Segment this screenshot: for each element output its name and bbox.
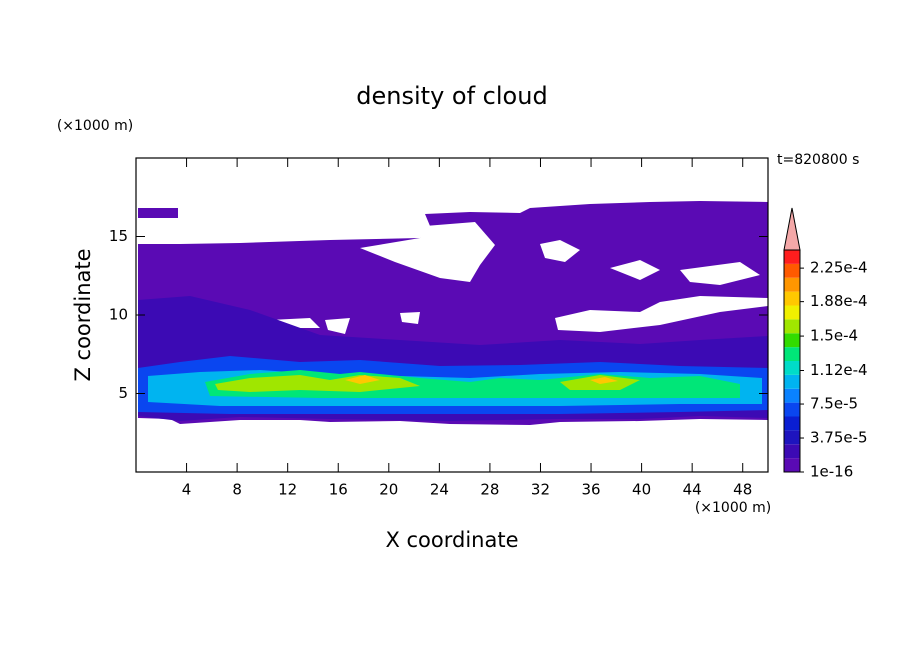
x-tick-label: 40 [632, 481, 651, 499]
chart-title: density of cloud [356, 82, 547, 110]
colorbar-frame [783, 249, 801, 473]
colorbar-band [784, 305, 800, 320]
x-axis-label: X coordinate [385, 528, 518, 552]
field-hole [540, 240, 580, 262]
field-orange [590, 377, 618, 384]
colorbar-band [784, 388, 800, 403]
field-hole [555, 296, 768, 332]
x-tick-label: 28 [480, 481, 499, 499]
x-tick-label: 36 [581, 481, 600, 499]
field-hole [680, 262, 760, 285]
y-tick-label: 15 [109, 227, 128, 245]
colorbar-band [784, 333, 800, 348]
field-hole [330, 212, 352, 224]
x-tick-label: 44 [683, 481, 702, 499]
colorbar-tick-label: 1.5e-4 [810, 327, 858, 345]
x-tick-label: 16 [329, 481, 348, 499]
field-purple-top [138, 208, 178, 218]
colorbar-band [784, 444, 800, 459]
colorbar-tick-label: 1e-16 [810, 463, 853, 481]
y-unit: (×1000 m) [57, 118, 133, 134]
colorbar-band [784, 277, 800, 292]
x-tick-label: 20 [379, 481, 398, 499]
colorbar-band [784, 430, 800, 445]
field-hole [325, 318, 350, 334]
contour-field [138, 201, 768, 425]
colorbar-band [784, 416, 800, 431]
x-tick-label: 4 [182, 481, 192, 499]
y-tick-label: 5 [118, 384, 128, 402]
colorbar-band [784, 250, 800, 264]
annotation: t=820800 s [777, 152, 859, 168]
colorbar-tick-label: 2.25e-4 [810, 259, 868, 277]
field-hole [610, 260, 660, 280]
x-unit: (×1000 m) [695, 500, 771, 516]
colorbar-tick-label: 3.75e-5 [810, 429, 868, 447]
colorbar-tick-label: 1.12e-4 [810, 361, 868, 379]
colorbar-band [784, 319, 800, 334]
x-tick-label: 12 [278, 481, 297, 499]
colorbar-band [784, 263, 800, 278]
colorbar-tick-label: 1.88e-4 [810, 292, 868, 310]
colorbar-band [784, 374, 800, 389]
colorbar-tick-label: 7.5e-5 [810, 395, 858, 413]
colorbar-band [784, 347, 800, 361]
x-tick-label: 24 [430, 481, 449, 499]
marks: 4 8 12 16 20 24 28 32 36 40 44 48510151e-163.75e-57… [109, 158, 868, 499]
x-tick-label: 48 [733, 481, 752, 499]
colorbar-band [784, 402, 800, 417]
field-hole [400, 312, 420, 324]
x-tick-label: 8 [232, 481, 242, 499]
colorbar-band [784, 458, 800, 472]
y-axis-label: Z coordinate [71, 248, 95, 381]
colorbar-band [784, 361, 800, 375]
y-tick-label: 10 [109, 306, 128, 324]
colorbar-band [784, 291, 800, 306]
field-orange [345, 375, 380, 384]
field-hole [360, 222, 495, 282]
x-tick-label: 32 [531, 481, 550, 499]
